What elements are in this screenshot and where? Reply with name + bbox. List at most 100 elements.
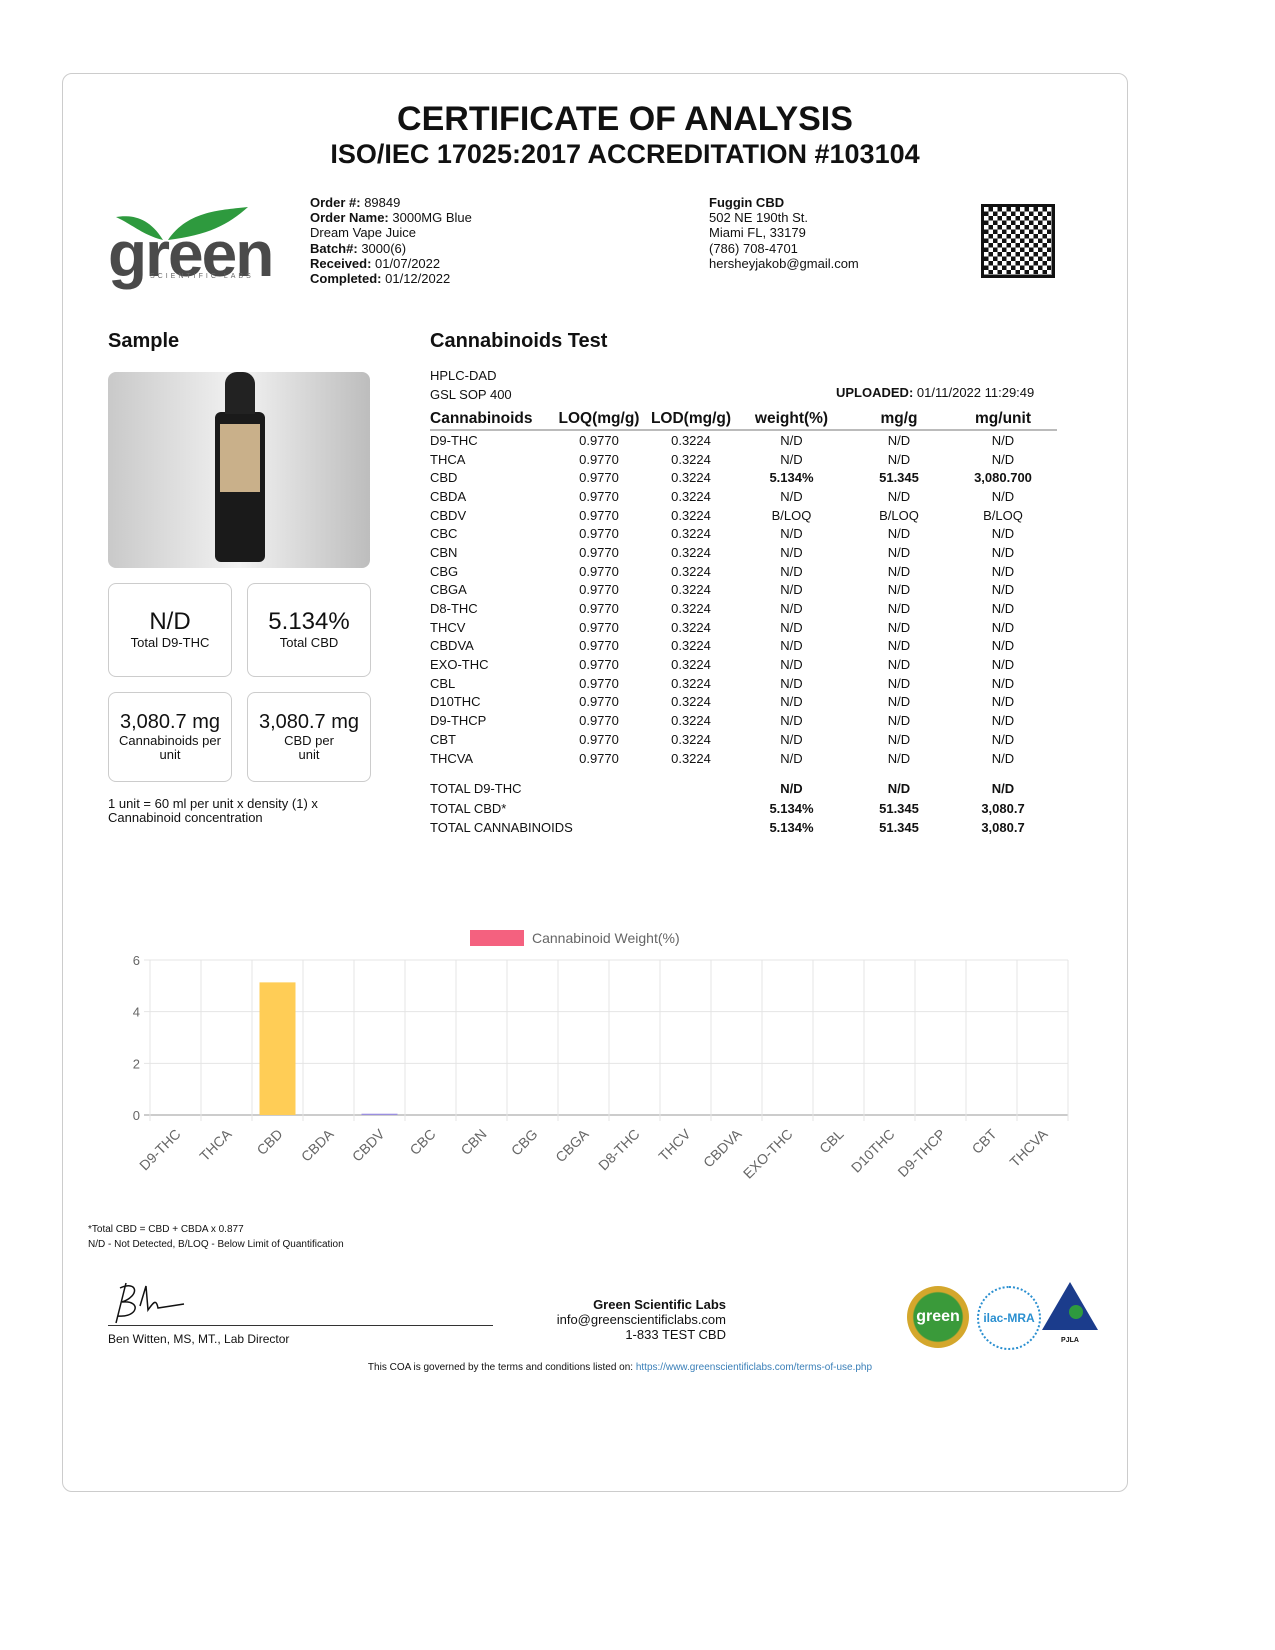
unit-note: 1 unit = 60 ml per unit x density (1) x … (108, 796, 318, 825)
table-cell: N/D (887, 432, 911, 448)
x-tick-label: CBDA (298, 1125, 337, 1164)
table-cell: N/D (780, 563, 803, 579)
table-cell: 0.9770 (579, 675, 619, 691)
column-header: weight(%) (734, 410, 849, 431)
table-cell: 0.3224 (671, 694, 711, 710)
terms-note: This COA is governed by the terms and co… (367, 1362, 873, 1373)
table-cell: THCVA (430, 750, 474, 766)
table-row: D9-THCP 0.9770 0.3224 N/D N/D N/D (430, 711, 1057, 730)
table-row: THCVA 0.9770 0.3224 N/D N/D N/D (430, 749, 1057, 768)
green-logo: green SCIENTIFIC LABS (108, 205, 293, 290)
table-cell: 0.9770 (579, 713, 619, 729)
table-cell: N/D (780, 432, 803, 448)
table-cell: 0.9770 (579, 731, 619, 747)
legend-swatch (470, 930, 524, 946)
table-row: CBDVA 0.9770 0.3224 N/D N/D N/D (430, 637, 1057, 656)
x-tick-label: D10THC (848, 1126, 898, 1176)
table-cell: 0.3224 (671, 582, 711, 598)
table-cell: N/D (991, 750, 1015, 766)
totals-cell: N/D (991, 781, 1015, 797)
totals-table: TOTAL D9-THC N/D N/D N/D TOTAL CBD* 5.134% 51.… (430, 779, 1057, 838)
table-cell: 0.3224 (671, 470, 711, 486)
table-row: D9-THC 0.9770 0.3224 N/D N/D N/D (430, 430, 1057, 450)
table-cell: D9-THC (430, 432, 478, 448)
signature-image (115, 1282, 185, 1324)
legend-label: Cannabinoid Weight(%) (532, 930, 680, 946)
client-info: Fuggin CBD 502 NE 190th St. Miami FL, 3317… (709, 195, 859, 271)
table-cell: N/D (991, 731, 1015, 747)
table-cell: 0.3224 (671, 488, 711, 504)
table-cell: N/D (887, 657, 911, 673)
table-cell: N/D (780, 451, 803, 467)
table-cell: 0.9770 (579, 488, 619, 504)
table-cell: N/D (780, 544, 803, 560)
table-cell: EXO-THC (430, 657, 489, 673)
totals-cell: TOTAL CBD* (430, 800, 507, 816)
column-header: LOD(mg/g) (648, 410, 734, 431)
x-tick-label: CBN (457, 1126, 489, 1158)
table-row: CBGA 0.9770 0.3224 N/D N/D N/D (430, 581, 1057, 600)
signature-line (108, 1325, 493, 1326)
totals-cell: TOTAL CANNABINOIDS (430, 820, 573, 836)
table-cell: N/D (780, 750, 803, 766)
cannabinoid-weight-chart: 0 2 4 6 D9-THC THCA CBD CBDA CBDV CBC CBN CBG CBGA D8… (133, 930, 1069, 1182)
table-cell: N/D (780, 488, 803, 504)
table-row: THCA 0.9770 0.3224 N/D N/D N/D (430, 450, 1057, 469)
table-cell: D9-THCP (430, 713, 487, 729)
uploaded-info: UPLOADED: 01/11/2022 11:29:49 (836, 385, 1035, 400)
x-tick-label: CBG (508, 1126, 541, 1159)
bar-cbd (259, 982, 296, 1115)
table-cell: 0.9770 (579, 638, 619, 654)
totals-cell: 3,080.7 (981, 820, 1025, 836)
qr-code[interactable] (981, 204, 1055, 278)
table-cell: THCV (430, 619, 466, 635)
table-cell: N/D (991, 694, 1015, 710)
table-cell: 0.3224 (671, 507, 711, 523)
signatory-name: Ben Witten, MS, MT., Lab Director (108, 1332, 290, 1346)
table-cell: CBC (430, 526, 458, 542)
table-cell: 0.3224 (671, 563, 711, 579)
table-cell: 0.9770 (579, 750, 619, 766)
cannabinoids-test-heading: Cannabinoids Test (430, 330, 608, 352)
lab-contact: Green Scientific Labs info@greenscientifi… (556, 1297, 726, 1342)
table-cell: N/D (991, 638, 1015, 654)
table-cell: N/D (991, 675, 1015, 691)
table-cell: 0.3224 (671, 526, 711, 542)
table-cell: N/D (780, 731, 803, 747)
table-cell: 0.3224 (671, 619, 711, 635)
table-row: D8-THC 0.9770 0.3224 N/D N/D N/D (430, 599, 1057, 618)
table-cell: N/D (887, 675, 911, 691)
table-cell: CBDA (430, 488, 467, 504)
table-cell: B/LOQ (771, 507, 812, 523)
table-cell: 0.9770 (579, 619, 619, 635)
table-row: CBDA 0.9770 0.3224 N/D N/D N/D (430, 487, 1057, 506)
table-cell: CBL (430, 675, 456, 691)
table-cell: D10THC (430, 694, 481, 710)
table-row: CBD 0.9770 0.3224 5.134% 51.345 3,080.700 (430, 468, 1057, 487)
table-cell: N/D (780, 582, 803, 598)
table-cell: N/D (991, 488, 1015, 504)
column-header: LOQ(mg/g) (550, 410, 648, 431)
table-cell: CBGA (430, 582, 467, 598)
table-row: CBDV 0.9770 0.3224 B/LOQ B/LOQ B/LOQ (430, 506, 1057, 525)
table-row: CBC 0.9770 0.3224 N/D N/D N/D (430, 524, 1057, 543)
table-cell: 0.3224 (671, 451, 711, 467)
table-cell: 0.9770 (579, 694, 619, 710)
table-row: CBL 0.9770 0.3224 N/D N/D N/D (430, 674, 1057, 693)
x-tick-label: THCA (196, 1125, 235, 1164)
totals-cell: N/D (887, 781, 911, 797)
table-cell: N/D (780, 694, 803, 710)
table-cell: CBDVA (430, 638, 474, 654)
table-cell: N/D (887, 563, 911, 579)
terms-link[interactable]: https://www.greenscientificlabs.com/term… (635, 1362, 873, 1373)
x-tick-label: D8-THC (595, 1126, 643, 1174)
totals-row: TOTAL D9-THC N/D N/D N/D (430, 779, 1057, 799)
page-title: CERTIFICATE OF ANALYSIS (397, 100, 853, 138)
y-tick-label: 6 (133, 953, 140, 968)
table-cell: N/D (780, 657, 803, 673)
table-cell: 0.9770 (579, 526, 619, 542)
total-d9thc-card: N/D Total D9-THC (108, 583, 232, 677)
table-cell: N/D (887, 544, 911, 560)
x-tick-label: EXO-THC (740, 1126, 796, 1182)
